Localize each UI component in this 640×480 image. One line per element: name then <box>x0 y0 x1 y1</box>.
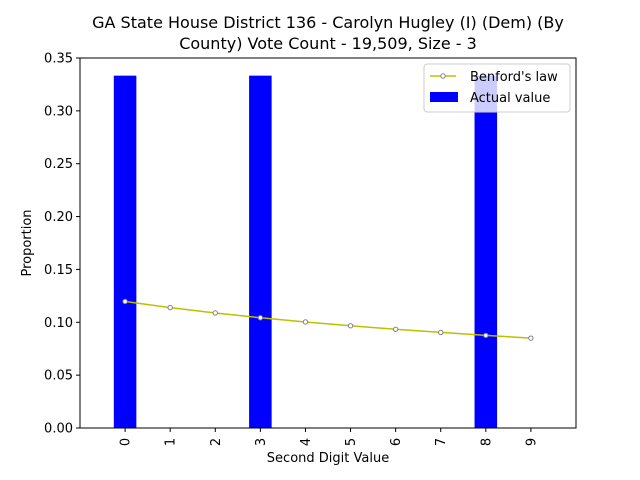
x-axis: 0 1 2 3 4 5 6 7 8 9 <box>119 428 539 446</box>
benford-line-path <box>124 300 531 339</box>
bar-8 <box>474 75 498 428</box>
benford-point-6 <box>392 326 399 332</box>
y-tick-label: 0.25 <box>44 157 73 172</box>
x-tick-label: 1 <box>164 438 179 446</box>
bar-0 <box>113 75 137 428</box>
benford-point-3 <box>257 315 264 321</box>
legend-marker-swatch <box>440 73 446 79</box>
y-tick-label: 0.10 <box>44 316 73 331</box>
plot-frame <box>79 57 577 429</box>
x-tick-label: 7 <box>434 438 449 446</box>
plot-area <box>80 58 576 428</box>
x-tick-label: 2 <box>209 438 224 446</box>
benford-point-1 <box>167 304 173 311</box>
chart-title-line-2: County) Vote Count - 19,509, Size - 3 <box>179 34 477 53</box>
benford-point-4 <box>302 319 309 325</box>
x-tick-label: 8 <box>479 438 494 446</box>
y-tick-label: 0.00 <box>44 422 73 437</box>
x-tick-label: 3 <box>254 438 269 446</box>
benford-point-7 <box>438 329 444 336</box>
benford-point-8 <box>483 332 489 339</box>
y-tick-label: 0.30 <box>44 104 73 119</box>
y-axis: 0.00 0.05 0.10 0.15 0.20 0.25 0.30 0.35 <box>44 52 80 437</box>
chart-title-line-1: GA State House District 136 - Carolyn Hu… <box>92 13 564 32</box>
legend-label-actual: Actual value <box>470 91 550 106</box>
y-tick-label: 0.35 <box>44 52 73 67</box>
legend-box <box>423 63 571 113</box>
x-tick-label: 9 <box>524 438 539 446</box>
legend-label-benford: Benford's law <box>470 70 558 85</box>
x-tick-label: 5 <box>344 438 359 446</box>
bars <box>113 75 498 428</box>
legend-bar-swatch <box>430 92 458 102</box>
y-tick-label: 0.05 <box>44 369 73 384</box>
benford-line <box>122 298 534 341</box>
bar-3 <box>249 75 272 428</box>
y-tick-label: 0.15 <box>44 263 73 278</box>
legend: Benford's law Actual value <box>423 63 571 113</box>
x-tick-label: 0 <box>119 438 134 446</box>
benford-point-9 <box>528 335 534 341</box>
x-tick-label: 6 <box>389 438 404 446</box>
y-axis-label: Proportion <box>20 209 35 276</box>
x-axis-label: Second Digit Value <box>267 451 389 466</box>
benford-point-2 <box>212 310 218 316</box>
x-tick-label: 4 <box>299 438 314 446</box>
benford-point-5 <box>347 323 354 329</box>
y-tick-label: 0.20 <box>44 210 73 225</box>
benford-point-0 <box>122 298 128 305</box>
